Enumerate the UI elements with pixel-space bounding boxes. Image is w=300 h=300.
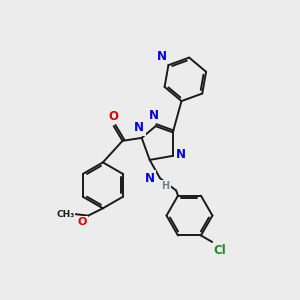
Text: O: O (77, 217, 87, 227)
Text: O: O (109, 110, 119, 123)
Text: N: N (134, 121, 144, 134)
Text: N: N (149, 109, 159, 122)
Text: Cl: Cl (214, 244, 226, 257)
Text: N: N (157, 50, 167, 63)
Text: CH₃: CH₃ (56, 210, 74, 219)
Text: H: H (161, 181, 169, 190)
Text: N: N (176, 148, 186, 161)
Text: N: N (145, 172, 155, 185)
